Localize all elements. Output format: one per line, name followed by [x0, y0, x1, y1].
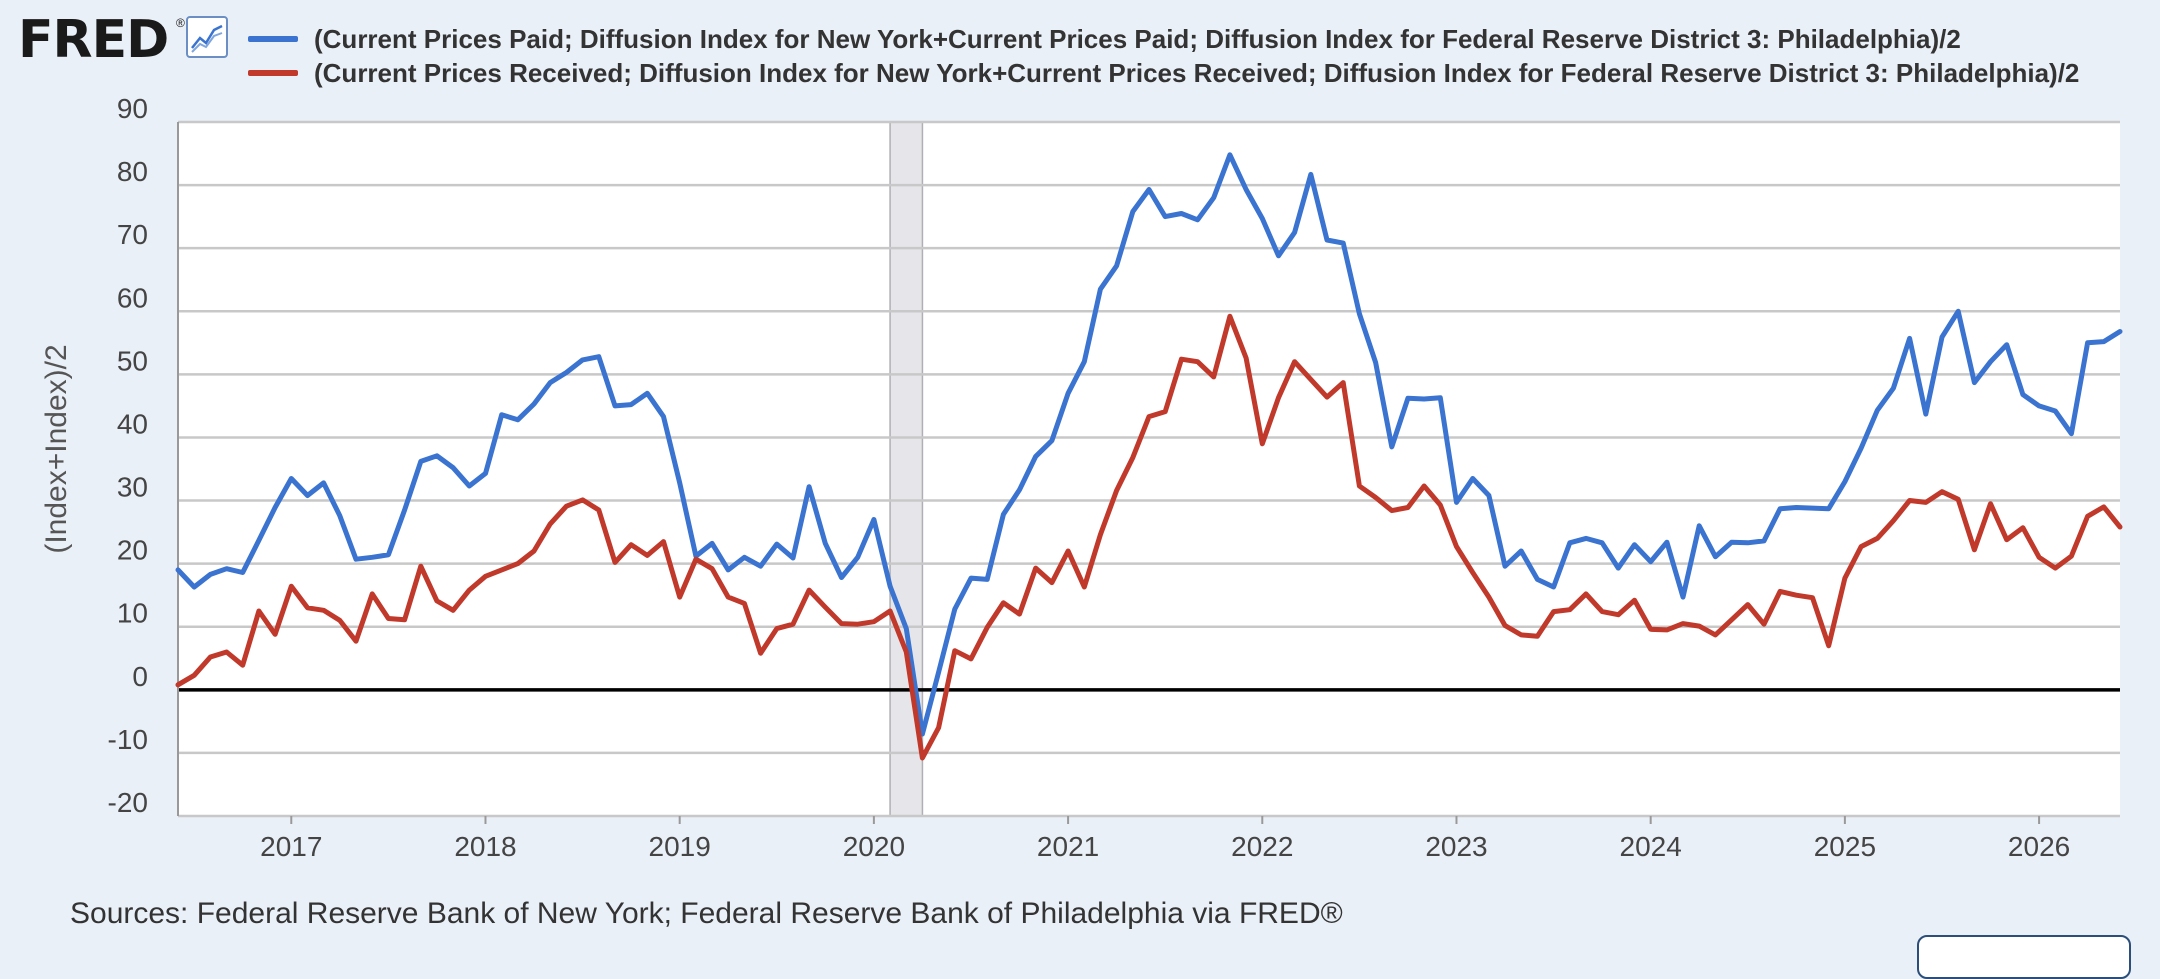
series-line-prices-received[interactable]: [175, 313, 2123, 761]
x-tick-label-2020: 2020: [843, 831, 905, 862]
y-tick-label-30: 30: [117, 472, 148, 503]
x-tick-label-2021: 2021: [1037, 831, 1099, 862]
y-tick-label-10: 10: [117, 598, 148, 629]
legend-swatch-prices-paid: [248, 36, 298, 42]
legend-label-prices-received: (Current Prices Received; Diffusion Inde…: [314, 57, 2080, 88]
y-tick-label-40: 40: [117, 408, 148, 439]
y-tick-label-90: 90: [117, 93, 148, 124]
chart-header: FRED ® (Current Prices Paid; Diffusion I…: [0, 0, 2160, 110]
y-tick-label-0: 0: [132, 661, 148, 692]
y-tick-label-80: 80: [117, 156, 148, 187]
x-tick-label-2018: 2018: [454, 831, 516, 862]
x-tick-label-2024: 2024: [1620, 831, 1682, 862]
y-axis-label: (Index+Index)/2: [40, 344, 73, 553]
plot-area: [178, 122, 2120, 816]
edit-graph-button[interactable]: [1917, 935, 2131, 979]
legend-label-prices-paid: (Current Prices Paid; Diffusion Index fo…: [314, 23, 1961, 54]
sources-note: Sources: Federal Reserve Bank of New Yor…: [70, 897, 1343, 930]
y-tick-label--20: -20: [108, 787, 148, 818]
fred-logo[interactable]: FRED: [18, 10, 169, 70]
y-tick-label-20: 20: [117, 535, 148, 566]
x-tick-label-2025: 2025: [1814, 831, 1876, 862]
x-tick-label-2017: 2017: [260, 831, 322, 862]
line-graph-icon[interactable]: [186, 16, 228, 58]
x-tick-label-2026: 2026: [2008, 831, 2070, 862]
line-chart[interactable]: 90 80 70 60 50 40 30 20 10 0 -10 -20 2017 2018 2019 202…: [0, 90, 2160, 880]
x-tick-label-2022: 2022: [1231, 831, 1293, 862]
x-tick-label-2019: 2019: [649, 831, 711, 862]
registered-mark: ®: [176, 16, 185, 30]
y-tick-label--10: -10: [108, 724, 148, 755]
series-line-prices-paid[interactable]: [175, 152, 2123, 737]
y-tick-label-60: 60: [117, 282, 148, 313]
x-tick-label-2023: 2023: [1425, 831, 1487, 862]
legend-item-prices-received[interactable]: (Current Prices Received; Diffusion Inde…: [248, 56, 2079, 90]
legend-swatch-prices-received: [248, 70, 298, 76]
y-tick-label-50: 50: [117, 345, 148, 376]
y-tick-label-70: 70: [117, 219, 148, 250]
legend-item-prices-paid[interactable]: (Current Prices Paid; Diffusion Index fo…: [248, 22, 1961, 56]
